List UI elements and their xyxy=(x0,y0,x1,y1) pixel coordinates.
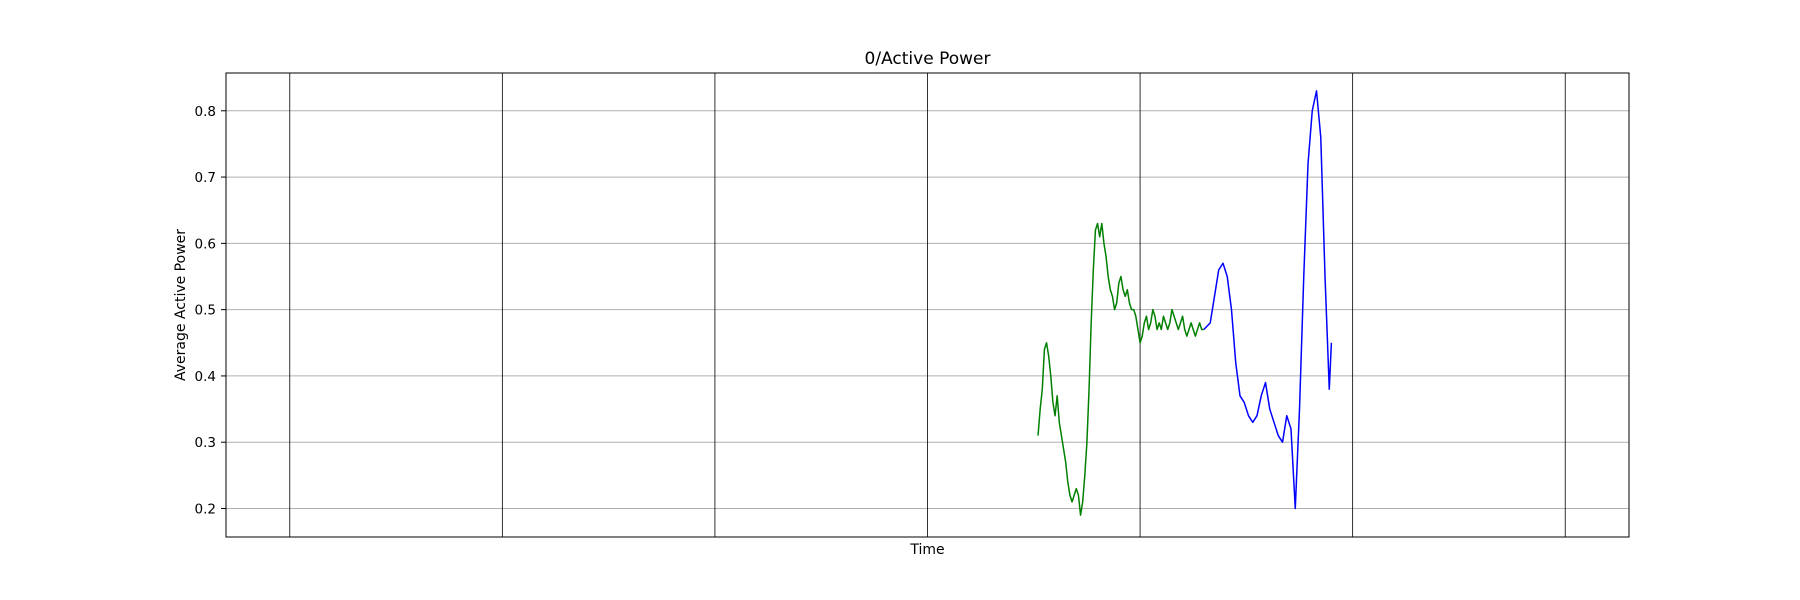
y-tick-label: 0.8 xyxy=(195,104,216,120)
y-axis-label: Average Active Power xyxy=(173,229,189,381)
series-line-green xyxy=(1037,222,1204,516)
plot-frame xyxy=(225,72,1630,538)
y-tick-label: 0.5 xyxy=(195,303,216,319)
chart-title: 0/Active Power xyxy=(865,49,991,69)
series-layer xyxy=(1037,90,1333,516)
y-axis-ticks: 0.2 0.3 0.4 0.5 0.6 0.7 0.8 xyxy=(195,104,226,517)
series-line-blue xyxy=(1203,90,1333,510)
y-tick-label: 0.2 xyxy=(195,501,216,517)
y-tick-label: 0.4 xyxy=(195,369,216,385)
y-tick-label: 0.3 xyxy=(195,435,216,451)
y-tick-label: 0.6 xyxy=(195,236,216,252)
y-tick-label: 0.7 xyxy=(195,170,216,186)
x-axis-label: Time xyxy=(909,542,944,558)
grid-lines xyxy=(226,73,1629,537)
